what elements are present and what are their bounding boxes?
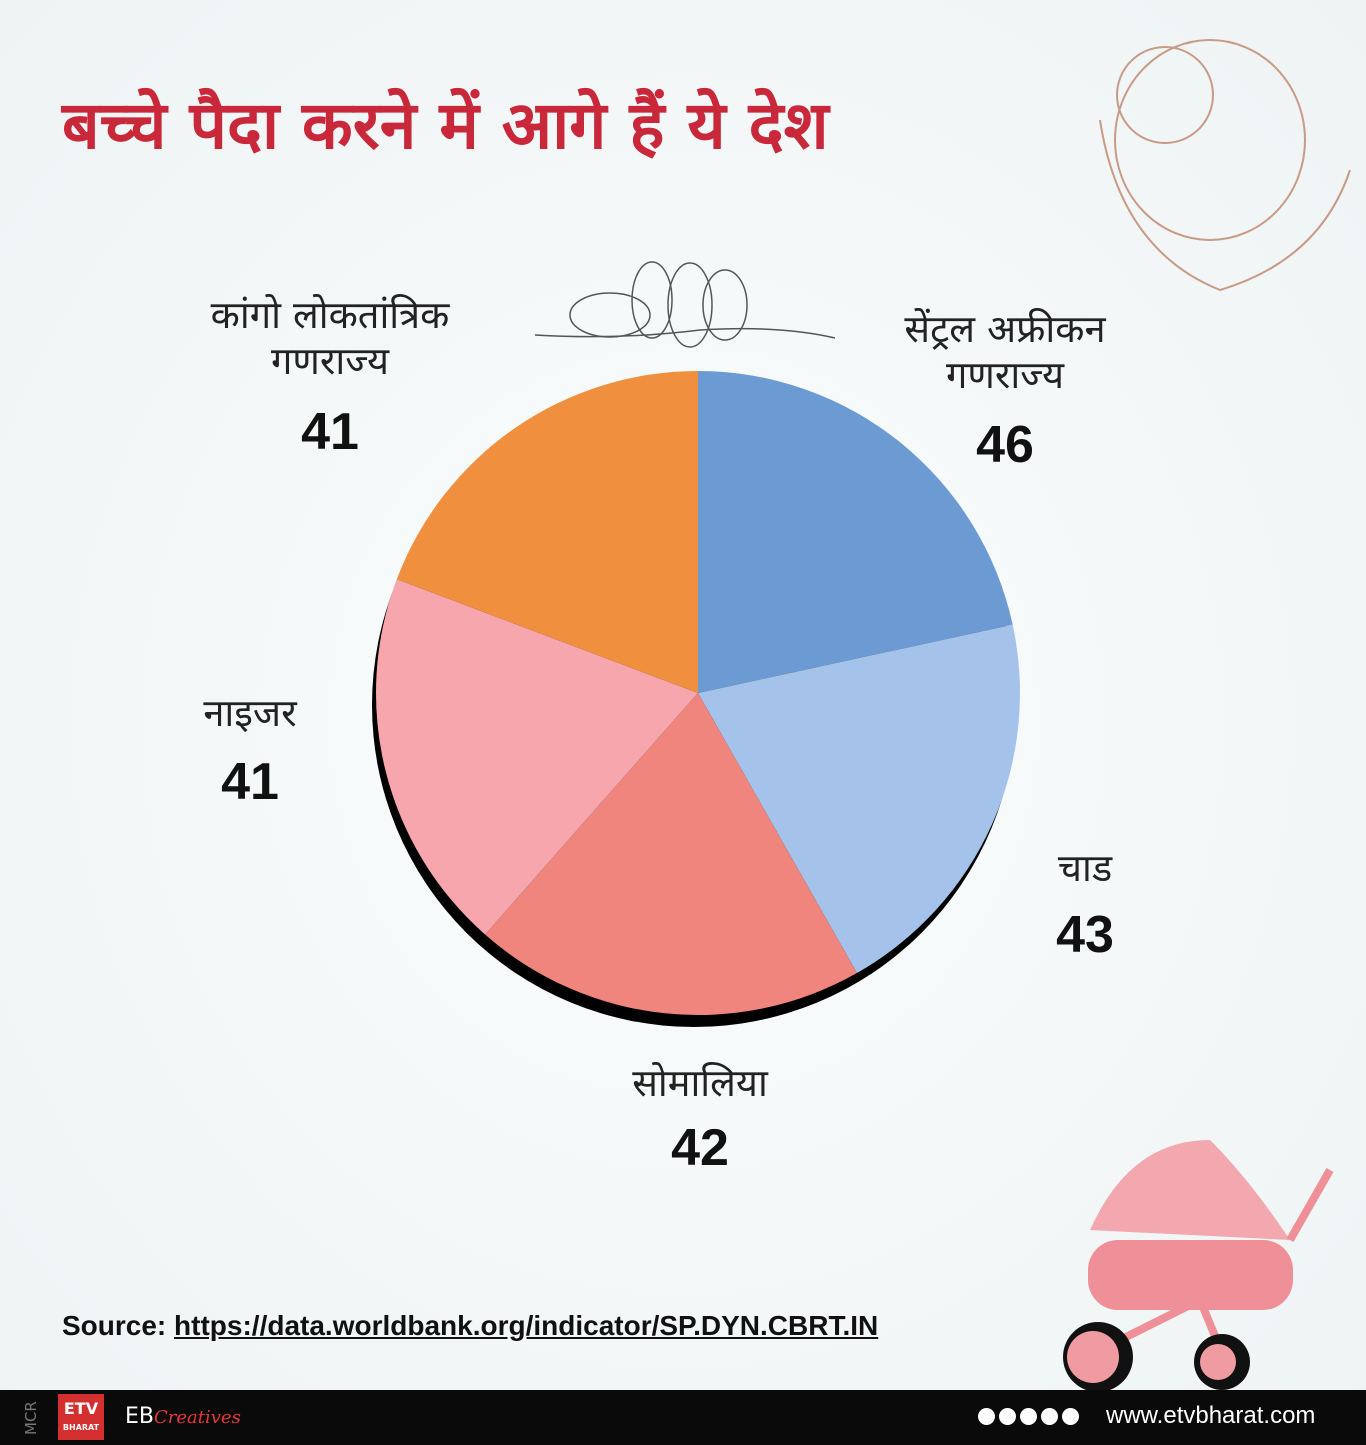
slice-label: चाड xyxy=(1057,846,1113,890)
slice-label: कांगो लोकतांत्रिक गणराज्य xyxy=(210,293,450,383)
slice-label: नाइजर xyxy=(203,691,297,735)
stroller xyxy=(1063,1140,1334,1390)
social-icon[interactable] xyxy=(1062,1408,1079,1425)
value-label: 41 xyxy=(221,753,279,811)
brand-script: Creatives xyxy=(154,1407,241,1428)
pie-slice xyxy=(396,371,698,693)
logo-sub: BHARAT xyxy=(62,1423,100,1432)
slice-label: सेंट्रल अफ्रीकन गणराज्य xyxy=(904,307,1106,397)
value-label: 42 xyxy=(671,1119,729,1177)
social-icon[interactable] xyxy=(1041,1408,1058,1425)
source: Source: https://data.worldbank.org/indic… xyxy=(62,1310,878,1342)
pie-slice xyxy=(485,693,857,1015)
source-label: Source: xyxy=(62,1310,167,1341)
title: बच्चे पैदा करने में आगे हैं ये देश xyxy=(62,87,829,164)
website[interactable]: www.etvbharat.com xyxy=(1106,1402,1316,1429)
decoration xyxy=(1099,39,1351,292)
logo: ETV BHARAT xyxy=(58,1394,104,1440)
footer-side: MCR xyxy=(22,1401,40,1435)
pie-slice xyxy=(698,371,1013,693)
social-icons xyxy=(978,1408,1079,1425)
slice-label: सोमालिया xyxy=(632,1061,768,1105)
value-label: 46 xyxy=(976,416,1034,474)
source-link[interactable]: https://data.worldbank.org/indicator/SP.… xyxy=(174,1310,879,1341)
social-icon[interactable] xyxy=(978,1408,995,1425)
value-label: 43 xyxy=(1056,906,1114,964)
pie-slice xyxy=(698,624,1021,974)
social-icon[interactable] xyxy=(1020,1408,1037,1425)
brand: EBCreatives xyxy=(125,1404,241,1429)
social-icon[interactable] xyxy=(999,1408,1016,1425)
chart xyxy=(372,39,1351,1390)
decoration xyxy=(534,261,836,348)
pie-slice xyxy=(376,579,698,935)
brand-text: EB xyxy=(125,1404,154,1429)
logo-text: ETV xyxy=(63,1399,99,1418)
footer: MCR ETV BHARAT EBCreatives www.etvbharat.… xyxy=(0,1390,1366,1445)
value-label: 41 xyxy=(301,403,359,461)
